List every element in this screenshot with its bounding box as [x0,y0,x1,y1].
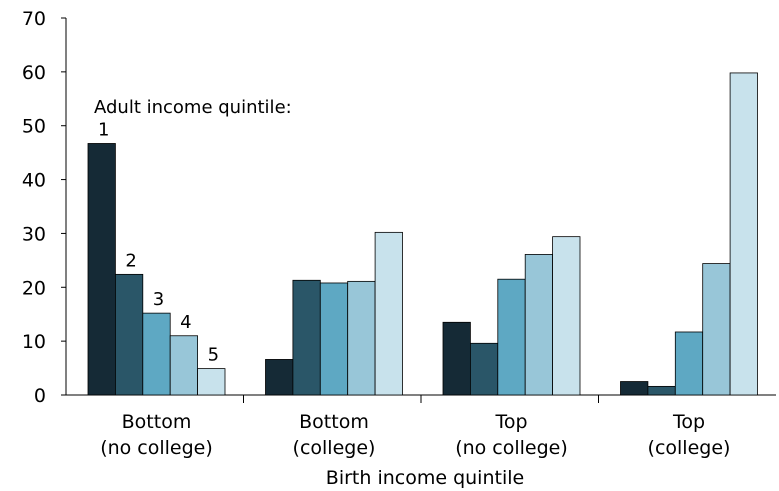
bar-series-1-group-4 [620,381,649,396]
bar-series-1-group-2 [265,359,294,396]
x-category-line2: (college) [293,437,376,459]
x-category-line1: Bottom [299,411,369,433]
x-category-line2: (no college) [100,437,213,459]
series-label-5: 5 [208,345,219,366]
x-category-label: Top (no college) [455,411,568,459]
y-ticks: 0 10 20 30 40 50 60 70 [22,8,66,407]
bar-series-2-group-4 [647,385,676,396]
series-heading: Adult income quintile: [94,97,292,118]
y-tick-label: 70 [22,8,46,30]
x-category-line2: (no college) [455,437,568,459]
x-categories: Bottom (no college) Bottom (college) Top (no … [100,395,730,459]
x-axis-label: Birth income quintile [326,467,524,489]
y-tick-label: 40 [22,170,46,192]
series-label-2: 2 [125,250,136,271]
x-category-line1: Top [672,411,705,433]
x-category-line2: (college) [648,437,731,459]
y-tick-label: 50 [22,116,46,138]
x-category-label: Bottom (no college) [100,411,213,459]
bar-series-3-group-3 [497,278,526,396]
bar-series-2-group-2 [292,279,321,396]
x-category-label: Top (college) [648,411,731,459]
y-tick-label: 20 [22,277,46,299]
bar-series-2-group-1 [115,273,144,396]
bar-series-3-group-2 [319,282,349,396]
series-label-4: 4 [180,312,191,333]
x-category-line1: Top [494,411,527,433]
bars [87,72,758,396]
y-tick-label: 10 [22,331,46,353]
bar-series-4-group-1 [169,335,198,396]
x-category-line1: Bottom [122,411,192,433]
bar-series-4-group-3 [524,254,554,396]
y-tick-label: 30 [22,223,46,245]
bar-series-3-group-4 [674,331,704,396]
series-label-1: 1 [98,119,109,140]
bar-series-3-group-1 [142,312,171,396]
bar-series-5-group-3 [552,236,581,396]
series-label-3: 3 [153,289,164,310]
bar-series-4-group-2 [347,280,376,396]
bar-series-1-group-1 [87,143,116,396]
y-tick-label: 60 [22,62,46,84]
x-category-label: Bottom (college) [293,411,376,459]
bar-series-2-group-3 [469,342,499,396]
y-tick-label: 0 [34,385,46,407]
bar-series-5-group-2 [374,231,403,396]
bar-series-4-group-4 [702,263,731,396]
bar-series-5-group-4 [729,72,758,396]
bar-series-5-group-1 [197,368,226,396]
bar-series-1-group-3 [442,321,471,396]
